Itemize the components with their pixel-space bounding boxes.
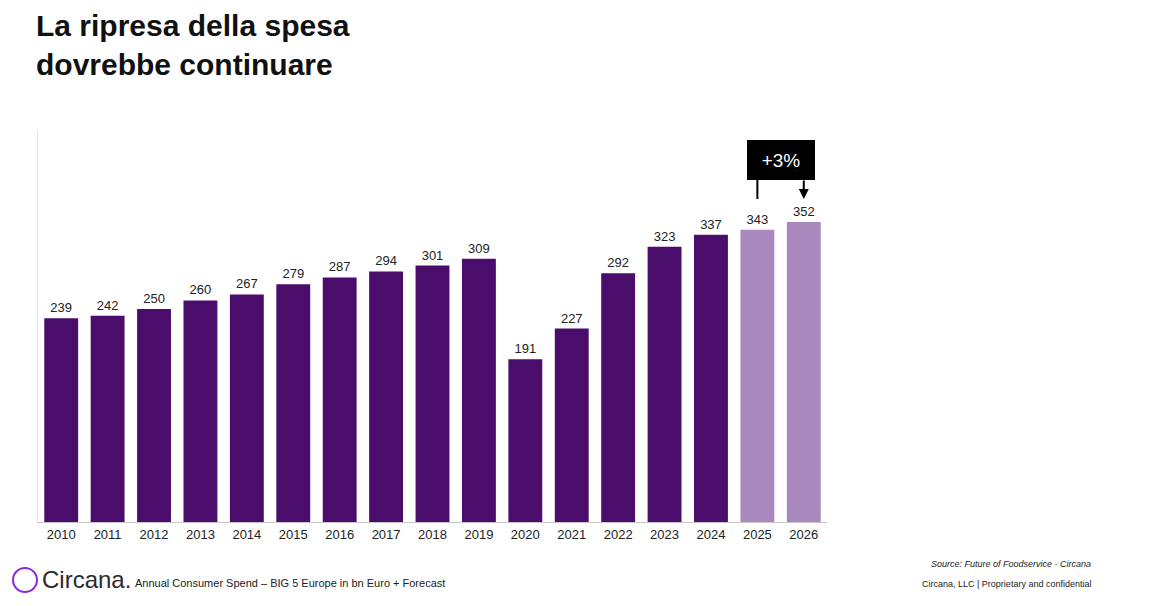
svg-text:2023: 2023 (650, 527, 679, 542)
svg-text:Circana, LLC | Proprietary and: Circana, LLC | Proprietary and confident… (922, 579, 1091, 589)
svg-text:343: 343 (747, 212, 769, 227)
svg-text:250: 250 (143, 291, 165, 306)
svg-text:2019: 2019 (464, 527, 493, 542)
svg-text:260: 260 (190, 282, 212, 297)
svg-text:2015: 2015 (279, 527, 308, 542)
svg-text:267: 267 (236, 276, 258, 291)
svg-text:2016: 2016 (325, 527, 354, 542)
svg-text:301: 301 (422, 248, 444, 263)
svg-text:2018: 2018 (418, 527, 447, 542)
svg-text:309: 309 (468, 241, 490, 256)
svg-text:2025: 2025 (743, 527, 772, 542)
svg-text:239: 239 (50, 300, 72, 315)
svg-text:337: 337 (700, 217, 722, 232)
svg-text:2013: 2013 (186, 527, 215, 542)
svg-text:Annual Consumer Spend – BIG 5: Annual Consumer Spend – BIG 5 Europe in … (135, 577, 445, 589)
svg-text:2021: 2021 (557, 527, 586, 542)
svg-text:242: 242 (97, 298, 119, 313)
svg-text:294: 294 (375, 253, 397, 268)
svg-text:+3%: +3% (762, 150, 801, 171)
svg-text:279: 279 (282, 266, 304, 281)
svg-text:2017: 2017 (372, 527, 401, 542)
svg-text:2022: 2022 (604, 527, 633, 542)
svg-text:Circana.: Circana. (42, 566, 131, 593)
svg-text:287: 287 (329, 259, 351, 274)
svg-text:323: 323 (654, 229, 676, 244)
svg-text:2012: 2012 (140, 527, 169, 542)
svg-text:227: 227 (561, 311, 583, 326)
svg-text:191: 191 (514, 341, 536, 356)
svg-text:352: 352 (793, 204, 815, 219)
svg-text:La ripresa della spesadovrebbe: La ripresa della spesadovrebbe continuar… (36, 9, 350, 81)
svg-text:2026: 2026 (789, 527, 818, 542)
svg-text:2011: 2011 (94, 527, 122, 542)
svg-text:292: 292 (607, 255, 629, 270)
svg-text:2024: 2024 (697, 527, 726, 542)
svg-text:2014: 2014 (232, 527, 261, 542)
svg-text:2010: 2010 (47, 527, 76, 542)
svg-text:2020: 2020 (511, 527, 540, 542)
svg-text:Source: Future of Foodservice: Source: Future of Foodservice - Circana (931, 559, 1091, 569)
